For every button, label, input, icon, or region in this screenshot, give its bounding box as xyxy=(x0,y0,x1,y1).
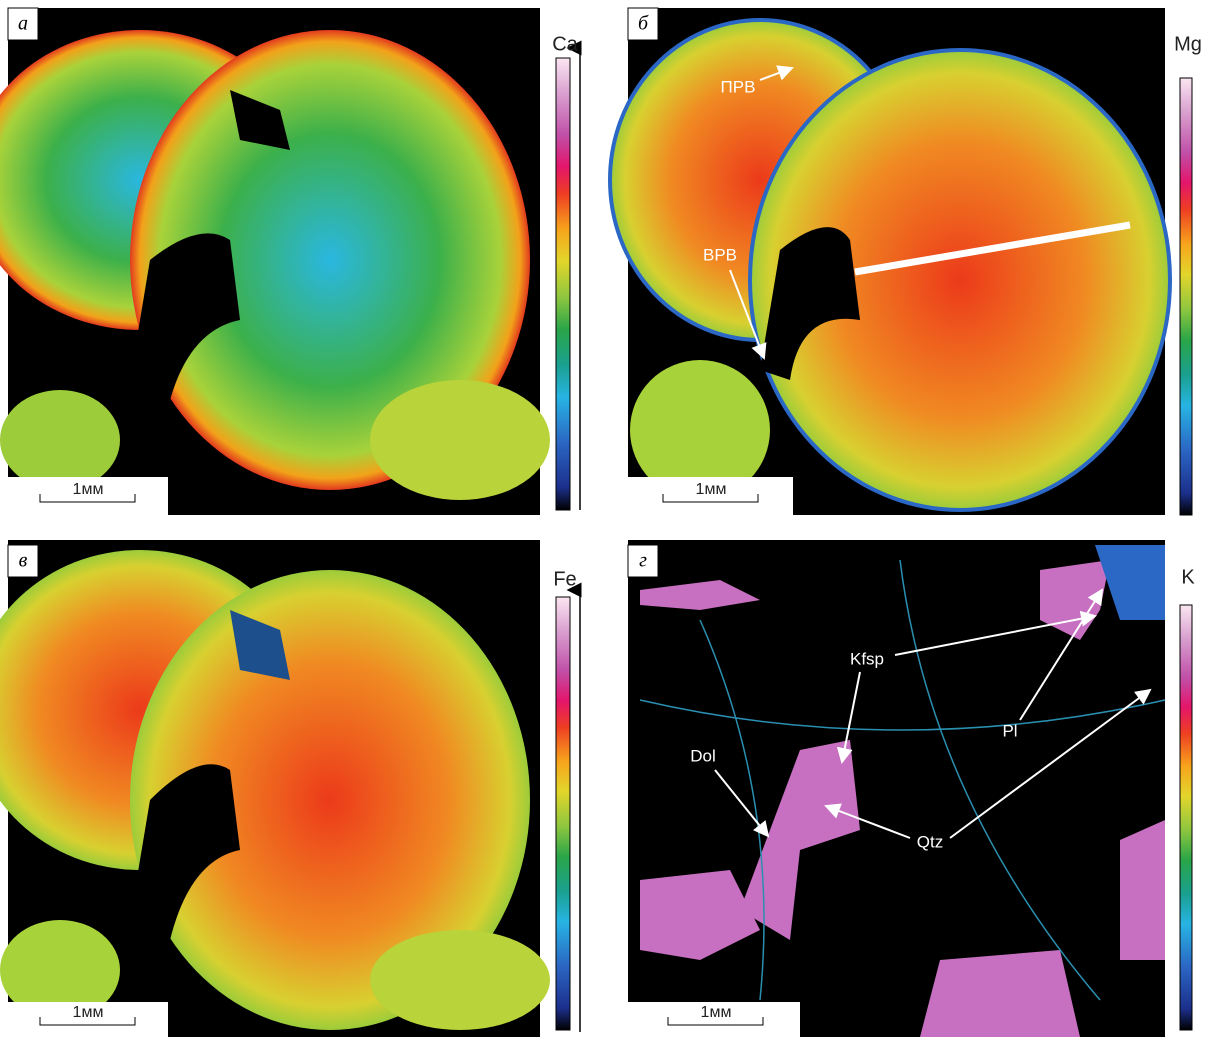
panel-letter: б xyxy=(638,13,649,35)
scale-bar-label: 1мм xyxy=(701,1004,732,1021)
annotation: Qtz xyxy=(917,832,943,851)
scale-bar-label: 1мм xyxy=(696,481,727,498)
panel-a: а 1мм Ca xyxy=(0,7,582,515)
annotation: Kfsp xyxy=(850,649,884,668)
scale-bar-label: 1мм xyxy=(73,481,104,498)
annotation: Dol xyxy=(690,746,716,765)
panel-letter: а xyxy=(18,13,28,35)
panel-b: ПРВ ВРВ б 1мм Mg xyxy=(608,7,1202,516)
annotation: Pl xyxy=(1002,721,1017,740)
annotation: ВРВ xyxy=(703,245,737,264)
scale-bar-label: 1мм xyxy=(73,1004,104,1021)
element-label: Fe xyxy=(553,568,576,590)
panel-letter: в xyxy=(19,550,28,572)
element-label: Ca xyxy=(552,33,578,55)
element-label: Mg xyxy=(1174,33,1202,55)
panel-letter: г xyxy=(639,550,647,572)
annotation: ПРВ xyxy=(721,77,756,96)
panel-g: Kfsp Dol Pl Qtz г 1мм K xyxy=(627,540,1195,1037)
element-label: K xyxy=(1181,566,1195,588)
panel-v: в 1мм Fe xyxy=(0,540,582,1037)
